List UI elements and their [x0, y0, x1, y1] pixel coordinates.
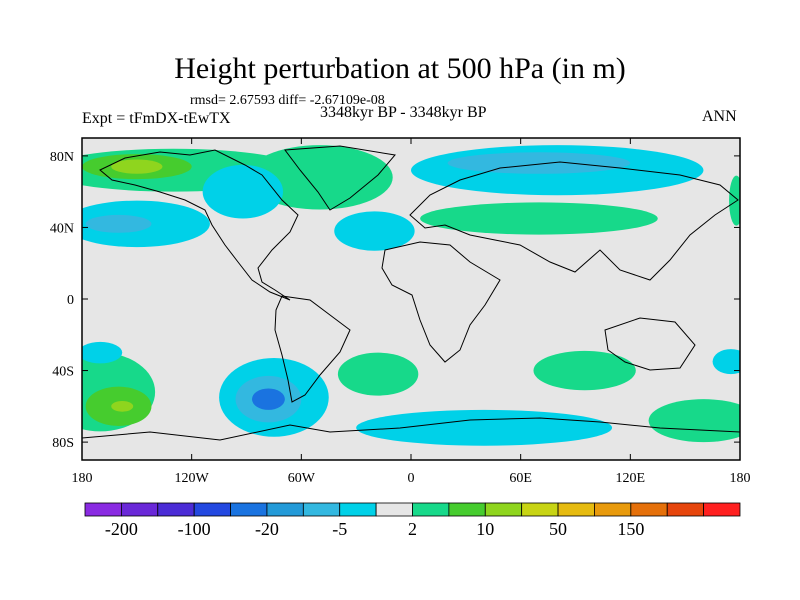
colorbar: -200 -100 -20 -5 2 10 50 150	[84, 502, 741, 539]
x-tick-label: 120E	[616, 471, 646, 486]
colorbar-swatch	[120, 502, 159, 517]
contour-region-south-pacific-high-peak	[111, 400, 134, 412]
y-tick-label: 0	[67, 293, 74, 308]
x-tick-label: 0	[408, 471, 415, 486]
x-tick-label: 60W	[288, 471, 316, 486]
colorbar-swatch	[484, 502, 523, 517]
y-tick-label: 80S	[52, 436, 74, 451]
colorbar-label: 150	[617, 519, 644, 539]
y-axis: 80N 40N 0 40S 80S	[50, 150, 740, 451]
contour-region-siberia-low-core	[447, 152, 631, 174]
time-range-label: 3348kyr BP - 3348kyr BP	[320, 104, 487, 121]
x-tick-label: 120W	[175, 471, 210, 486]
colorbar-swatch	[521, 502, 559, 517]
colorbar-label: 50	[549, 519, 567, 539]
colorbar-label: -5	[332, 519, 347, 539]
colorbar-swatch	[302, 502, 341, 517]
x-tick-label: 60E	[509, 471, 532, 486]
experiment-label: Expt = tFmDX-tEwTX	[82, 110, 231, 127]
coastline-africa	[381, 241, 501, 363]
contour-region-east-asia-high	[729, 175, 740, 226]
colorbar-label: -100	[178, 519, 211, 539]
contour-region-south-atlantic-high	[337, 352, 419, 396]
colorbar-swatch	[412, 502, 450, 517]
coastline-antarctica	[82, 417, 740, 441]
contour-region-alaska-high-peak	[111, 159, 163, 174]
x-tick-label: 180	[730, 471, 751, 486]
colorbar-swatch	[666, 502, 705, 517]
colorbar-swatch	[703, 502, 741, 517]
contour-region-eurasia-high	[420, 202, 658, 235]
contour-region-atlantic-low	[334, 211, 415, 251]
season-label: ANN	[702, 108, 737, 125]
colorbar-swatch	[266, 502, 304, 517]
colorbar-swatch	[630, 502, 668, 517]
colorbar-swatch	[230, 502, 268, 517]
coastline-south-america	[274, 295, 351, 403]
contour-region-tasman-low	[712, 349, 740, 375]
x-axis: 180 120W 60W 0 60E 120E 180	[72, 138, 751, 486]
colorbar-label: 2	[408, 519, 417, 539]
colorbar-swatch	[448, 502, 486, 517]
coastline-eurasia	[409, 161, 739, 281]
colorbar-swatch	[193, 502, 231, 517]
colorbar-swatch	[557, 502, 595, 517]
contour-region-southwest-pacific-high	[648, 399, 740, 443]
y-tick-label: 40S	[52, 365, 74, 380]
rmsd-diff-label: rmsd= 2.67593 diff= -2.67109e-08	[190, 93, 385, 108]
contour-fill-layer	[82, 145, 740, 446]
y-tick-label: 40N	[50, 221, 74, 236]
contour-region-drake-passage-low-core	[251, 388, 285, 410]
chart-title: Height perturbation at 500 hPa (in m)	[174, 52, 626, 85]
contour-region-south-pacific-low	[82, 341, 123, 364]
coastline-greenland	[284, 145, 396, 211]
x-tick-label: 180	[72, 471, 93, 486]
colorbar-swatch	[375, 502, 413, 517]
contour-region-indian-ocean-high	[533, 350, 636, 391]
colorbar-label: -20	[255, 519, 279, 539]
contour-region-north-america-low	[202, 164, 284, 219]
colorbar-swatch	[339, 502, 377, 517]
coastline-layer	[82, 145, 740, 441]
colorbar-label: -200	[105, 519, 138, 539]
contour-region-antarctic-low	[356, 409, 613, 446]
y-tick-label: 80N	[50, 150, 74, 165]
colorbar-swatch	[157, 502, 195, 517]
colorbar-label: 10	[476, 519, 494, 539]
coastline-north-america	[99, 149, 299, 301]
coastline-australia	[604, 317, 696, 371]
contour-region-north-pacific-low-core	[85, 214, 152, 233]
colorbar-swatch	[84, 502, 122, 517]
colorbar-swatch	[594, 502, 632, 517]
